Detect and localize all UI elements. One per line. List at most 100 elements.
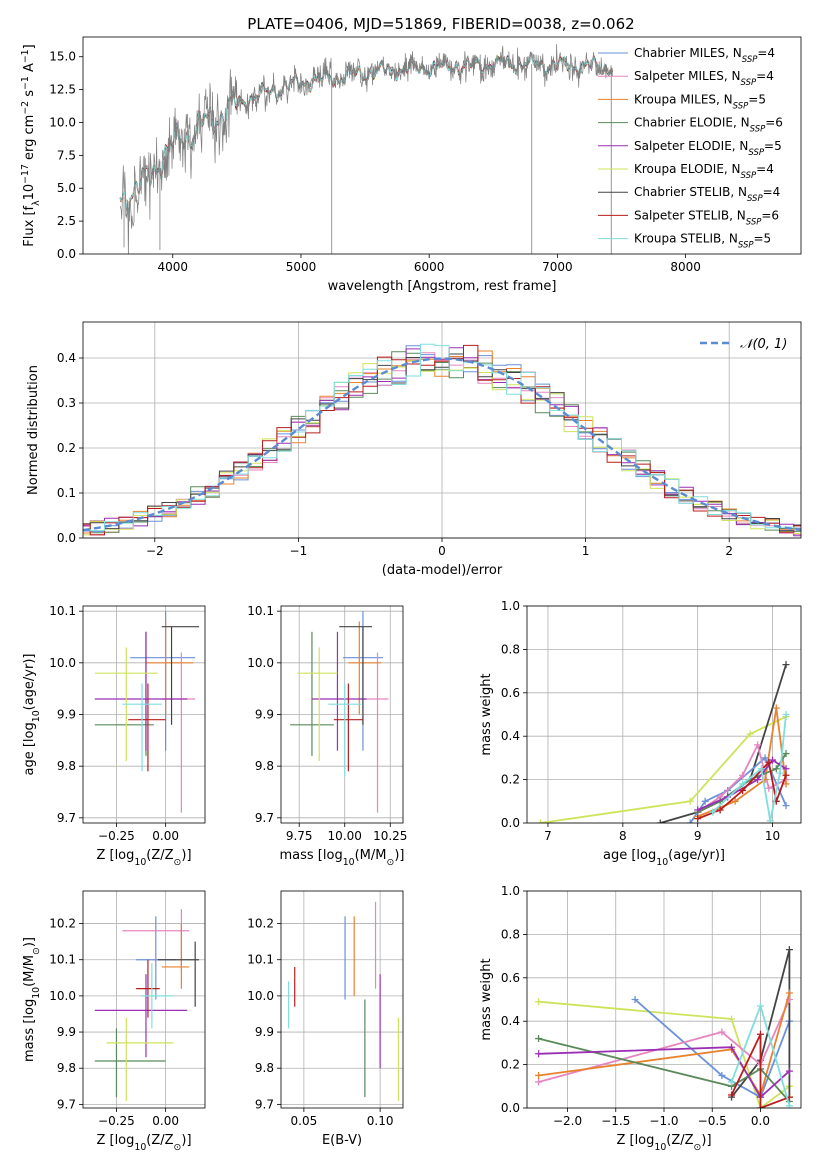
y-tick-label: 0.0	[501, 1101, 520, 1115]
age-y-axis-label-part: (age/yr)]	[22, 654, 37, 711]
mass-y-axis-label: mass [log10(M/M⊙)]	[22, 937, 42, 1062]
mass-y-axis-label-part: )]	[22, 937, 37, 947]
legend-entry-part: SSP	[742, 55, 758, 65]
mass-weight-marker	[701, 797, 709, 805]
mass-weight-line	[538, 1046, 791, 1099]
mass_vs_ebv-plot-area	[288, 901, 400, 1101]
mass-weight-marker	[739, 771, 747, 779]
x-tick-label: 0.05	[291, 1114, 318, 1128]
age_vs_Z-x-axis-label-part: 10	[134, 857, 146, 868]
x-tick-label: 0.0	[751, 1114, 770, 1128]
axes-frame	[526, 605, 802, 824]
y-tick-label: 10.0	[49, 656, 76, 670]
y-tick-label: 9.8	[255, 759, 274, 773]
mass-weight-line	[712, 714, 787, 821]
y-tick-label: 9.7	[57, 1097, 76, 1111]
mass-weight-marker	[785, 1067, 793, 1075]
mass-weight-marker	[765, 784, 773, 792]
mass_vs_Z-x-axis-label-part: 10	[134, 1142, 146, 1153]
mass-weight-marker	[746, 730, 754, 738]
y-tick-label: 7.5	[57, 148, 76, 162]
mass-weight-line	[538, 999, 791, 1083]
weight_vs_age-x-axis-label-part: age [log	[603, 848, 656, 863]
age-y-axis-label: age [log10(age/yr)]	[22, 654, 42, 776]
spectrum-x-axis-label: wavelength [Angstrom, rest frame]	[328, 279, 557, 294]
x-tick-label: 10	[765, 829, 780, 843]
y-tick-label: 10.0	[247, 989, 274, 1003]
x-tick-label: 9.75	[286, 829, 313, 843]
residual-histogram	[83, 347, 801, 537]
x-tick-label: 6000	[414, 260, 445, 274]
y-tick-label: 10.2	[247, 917, 274, 931]
x-tick-label: 5000	[286, 260, 317, 274]
axes-frame	[82, 36, 802, 255]
legend-entry-part: SSP	[746, 217, 762, 227]
mass-weight-marker	[656, 819, 664, 823]
mass-y-axis-label-part: ⊙	[31, 947, 42, 955]
y-tick-label: 10.1	[247, 953, 274, 967]
y-tick-label: 0.0	[57, 247, 76, 261]
legend-entry-part: SSP	[748, 148, 764, 158]
mass-weight-marker	[782, 802, 790, 810]
y-tick-label: 0.6	[501, 686, 520, 700]
spectrum-y-axis-label-part: −1	[20, 76, 31, 90]
x-tick-label: −1.5	[601, 1114, 630, 1128]
age_vs_mass-x-axis-label-part: )]	[394, 848, 404, 863]
mass-weight-marker	[782, 765, 790, 773]
age_vs_mass-x-axis-label-part: ⊙	[386, 857, 394, 868]
x-tick-label: −2.0	[553, 1114, 582, 1128]
mass-weight-marker	[535, 1071, 543, 1079]
y-tick-label: 9.8	[57, 759, 76, 773]
legend-entry-part: Chabrier MILES, N	[634, 46, 742, 60]
legend-entry: Kroupa MILES, NSSP=5	[634, 92, 766, 111]
spectrum-y-axis-label-part: λ	[31, 200, 42, 206]
age_vs_Z-x-axis-label-part: (Z/Z	[146, 848, 173, 863]
legend-entry-part: =4	[763, 185, 781, 199]
weight_vs_Z-panel: −2.0 −1.5 −1.0 −0.5 0.0 0.0 0.2 0.4 0.6 0.8 1.0 Z […	[479, 884, 802, 1153]
legend-entry: Kroupa STELIB, NSSP=5	[634, 232, 771, 251]
age_vs_mass-x-axis-label: mass [log10(M/M⊙)]	[280, 848, 405, 868]
legend-entry: Salpeter MILES, NSSP=4	[634, 69, 774, 88]
y-tick-label: 0.1	[57, 486, 76, 500]
y-tick-label: 9.7	[255, 1097, 274, 1111]
axes-frame	[280, 890, 404, 1109]
legend-entry-part: Kroupa MILES, N	[634, 92, 733, 106]
y-tick-label: 10.1	[49, 953, 76, 967]
weight_vs_age-plot-area	[536, 661, 790, 823]
spectrum-y-axis-label-part: −17	[20, 164, 31, 184]
mass-weight-marker	[739, 780, 747, 788]
spectrum-plot-area	[119, 44, 613, 254]
mass_vs_ebv-panel: 0.05 0.10 9.7 9.8 9.9 10.0 10.1 10.2 E(B-V)	[247, 890, 404, 1148]
mass-weight-marker	[709, 808, 717, 816]
mass-weight-line	[540, 715, 787, 823]
age_vs_Z-x-axis-label-part: ⊙	[174, 857, 182, 868]
legend-entry-part: =5	[764, 139, 782, 153]
mass-weight-marker	[772, 765, 780, 773]
age_vs_mass-panel: 9.75 10.00 10.25 9.7 9.8 9.9 10.0 10.1 mass [log…	[247, 604, 407, 867]
weight_vs_Z-x-axis-label-part: Z [log	[616, 1133, 654, 1148]
x-tick-label: 0.00	[152, 829, 179, 843]
legend-entry-part: Salpeter STELIB, N	[634, 208, 746, 222]
legend-entry-part: SSP	[750, 125, 766, 135]
residual-histogram	[83, 345, 801, 532]
legend-entry-part: =4	[756, 69, 774, 83]
x-tick-label: 8	[619, 829, 627, 843]
y-tick-label: 0.3	[57, 396, 76, 410]
mass_vs_Z-plot-area	[94, 909, 200, 1101]
mass-weight-line	[697, 742, 787, 813]
y-tick-label: 0.2	[501, 773, 520, 787]
mass-weight-marker	[782, 771, 790, 779]
spectrum-y-axis-label-part: −1	[20, 49, 31, 63]
age_vs_mass-x-axis-label-part: 10	[343, 857, 355, 868]
x-tick-label: −2	[146, 544, 164, 558]
legend-entry-part: Chabrier STELIB, N	[634, 185, 747, 199]
observed-spectrum-line	[119, 44, 613, 254]
spectrum-y-axis-label-part: erg cm	[22, 115, 37, 164]
y-tick-label: 9.8	[57, 1061, 76, 1075]
mass-weight-marker	[785, 946, 793, 954]
y-tick-label: 0.4	[57, 351, 76, 365]
y-tick-label: 12.5	[49, 83, 76, 97]
mass-weight-marker	[694, 815, 702, 823]
mass-weight-marker	[535, 1078, 543, 1086]
